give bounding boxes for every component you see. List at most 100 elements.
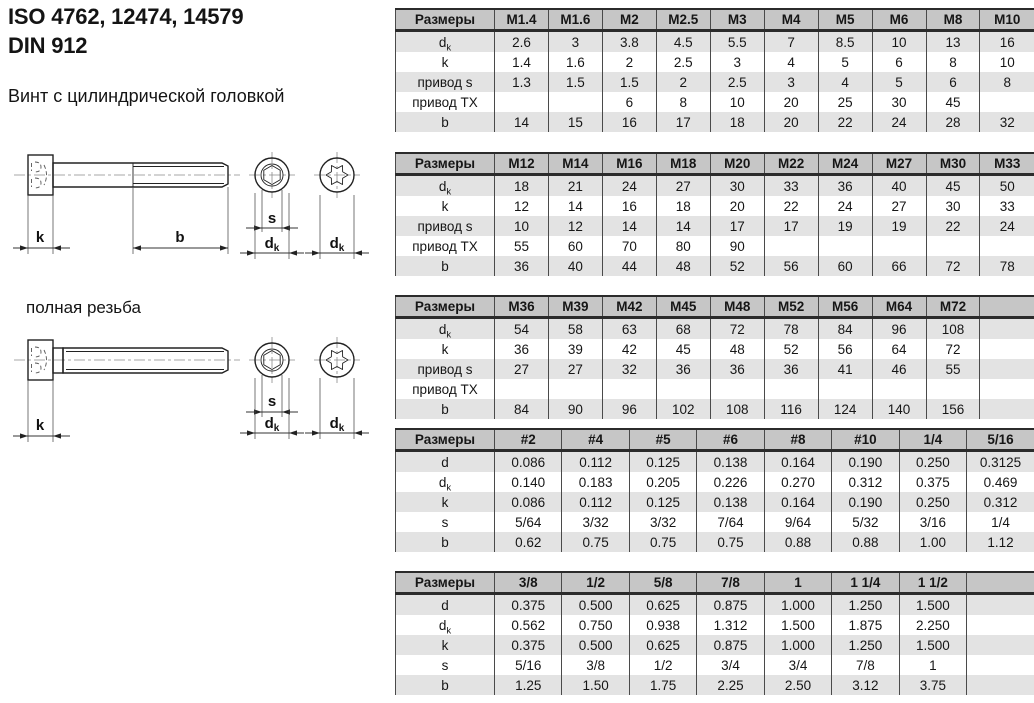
value-cell: 8	[655, 92, 711, 112]
size-header: M14	[547, 152, 603, 176]
size-header: M20	[709, 152, 765, 176]
value-cell: 22	[925, 216, 980, 236]
value-cell: 70	[601, 236, 657, 256]
socket-hidden-lines	[31, 161, 47, 189]
value-cell: 1.500	[898, 593, 967, 615]
value-cell: 2.50	[763, 675, 832, 695]
value-cell: 0.500	[561, 593, 630, 615]
value-cell: 16	[601, 196, 657, 216]
dim-row: dk 18 21 24 27 30 33 36 40 45 50	[395, 174, 1034, 196]
value-cell: 0.250	[898, 492, 967, 512]
size-header	[966, 571, 1034, 595]
value-cell	[817, 236, 873, 256]
value-cell: 0.88	[763, 532, 832, 552]
value-cell: 10	[979, 52, 1034, 72]
sizes-column-header: Размеры	[395, 152, 495, 176]
head-outer-circle	[319, 342, 355, 378]
dim-row: d 0.375 0.500 0.625 0.875 1.000 1.250 1.500	[395, 593, 1034, 615]
value-cell: 124	[817, 399, 873, 419]
dim-row: привод s 10 12 14 14 17 17 19 19 22 24	[395, 216, 1034, 236]
row-label: d	[395, 593, 495, 615]
size-header: 1/4	[898, 428, 967, 452]
dim-row: привод TX 55 60 70 80 90	[395, 236, 1034, 256]
dim-table-5: Размеры 3/8 1/2 5/8 7/8 1 1 1/4 1 1/2 d 0.375 0.50…	[395, 571, 1034, 695]
sizes-column-header: Размеры	[395, 295, 495, 319]
dim-row: k 12 14 16 18 20 22 24 27 30 33	[395, 196, 1034, 216]
row-label: k	[395, 52, 495, 72]
size-header: M56	[817, 295, 873, 319]
screw-technical-drawing: k b s d	[13, 152, 369, 442]
value-cell: 0.270	[763, 472, 832, 492]
screw-neck	[52, 347, 64, 374]
value-cell: 42	[601, 339, 657, 359]
value-cell: 3/4	[696, 655, 765, 675]
value-cell: 0.375	[493, 593, 562, 615]
dim-row: b 0.62 0.75 0.75 0.75 0.88 0.88 1.00 1.12	[395, 532, 1034, 552]
value-cell	[979, 92, 1034, 112]
value-cell: 1.6	[547, 52, 603, 72]
dim-row: k 1.4 1.6 2 2.5 3 4 5 6 8 10	[395, 52, 1034, 72]
dim-row: b 1.25 1.50 1.75 2.25 2.50 3.12 3.75	[395, 675, 1034, 695]
value-cell: 78	[763, 317, 819, 339]
value-cell: 60	[547, 236, 603, 256]
size-header: 7/8	[696, 571, 765, 595]
header-row: Размеры M12 M14 M16 M18 M20 M22 M24 M27 M30 M33	[395, 152, 1034, 176]
value-cell: 0.138	[696, 492, 765, 512]
row-label: привод TX	[395, 379, 495, 399]
dim-label-b: b	[175, 229, 184, 246]
size-header: #2	[493, 428, 562, 452]
value-cell: 1.000	[763, 635, 832, 655]
value-cell: 2	[655, 72, 711, 92]
value-cell: 0.3125	[966, 450, 1034, 472]
value-cell: 1.3	[494, 72, 549, 92]
value-cell	[979, 339, 1034, 359]
value-cell: 32	[601, 359, 657, 379]
value-cell: 6	[925, 72, 980, 92]
row-label: dk	[395, 30, 495, 52]
value-cell: 9/64	[763, 512, 832, 532]
dim-label-dk: dk	[330, 235, 345, 254]
value-cell: 1.500	[763, 615, 832, 635]
dim-label-s: s	[268, 210, 276, 227]
value-cell: 72	[925, 339, 980, 359]
value-cell: 20	[763, 112, 819, 132]
size-header: M1.4	[494, 8, 549, 32]
row-label: привод TX	[395, 236, 495, 256]
row-label: k	[395, 492, 495, 512]
size-header: 5/16	[966, 428, 1034, 452]
value-cell: 2.5	[709, 72, 765, 92]
dim-row: k 0.086 0.112 0.125 0.138 0.164 0.190 0.250 0.31…	[395, 492, 1034, 512]
dim-label-k: k	[36, 417, 45, 434]
value-cell: 0.112	[561, 450, 630, 472]
value-cell: 58	[547, 317, 603, 339]
value-cell: 0.62	[493, 532, 562, 552]
head-outer-circle	[254, 342, 290, 378]
value-cell: 19	[817, 216, 873, 236]
value-cell	[979, 399, 1034, 419]
dim-row: dk 0.562 0.750 0.938 1.312 1.500 1.875 2.250	[395, 615, 1034, 635]
value-cell: 5	[871, 72, 926, 92]
value-cell: 84	[817, 317, 873, 339]
value-cell: 10	[709, 92, 765, 112]
size-header: 5/8	[628, 571, 697, 595]
size-header: M3	[709, 8, 765, 32]
value-cell: 96	[601, 399, 657, 419]
row-label: b	[395, 532, 495, 552]
value-cell: 0.375	[493, 635, 562, 655]
value-cell: 1.25	[493, 675, 562, 695]
value-cell: 156	[925, 399, 980, 419]
value-cell	[601, 379, 657, 399]
size-header: M16	[601, 152, 657, 176]
dim-row: k 36 39 42 45 48 52 56 64 72	[395, 339, 1034, 359]
size-header: M48	[709, 295, 765, 319]
value-cell: 40	[547, 256, 603, 276]
value-cell: 44	[601, 256, 657, 276]
value-cell: 140	[871, 399, 926, 419]
value-cell: 0.125	[628, 492, 697, 512]
value-cell: 0.190	[831, 450, 900, 472]
value-cell: 8	[979, 72, 1034, 92]
dim-row: привод TX 6 8 10 20 25 30 45	[395, 92, 1034, 112]
value-cell: 116	[763, 399, 819, 419]
size-header: M27	[871, 152, 926, 176]
socket-circle	[260, 163, 284, 187]
